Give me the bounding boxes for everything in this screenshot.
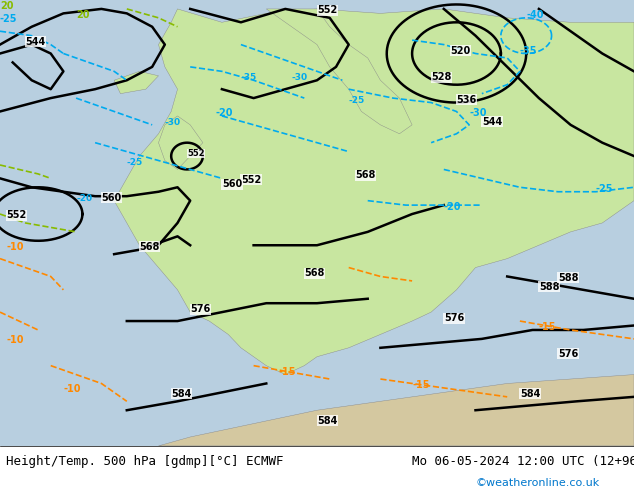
Text: -25: -25 — [0, 14, 18, 24]
Text: -40: -40 — [526, 10, 544, 20]
Text: 552: 552 — [241, 175, 261, 185]
Text: 560: 560 — [222, 179, 242, 189]
Text: -30: -30 — [292, 74, 307, 82]
Polygon shape — [114, 9, 634, 374]
Text: 584: 584 — [317, 416, 337, 426]
Text: -15: -15 — [279, 367, 297, 376]
Text: 536: 536 — [456, 95, 477, 104]
Text: -35: -35 — [241, 74, 257, 82]
Text: 568: 568 — [355, 171, 375, 180]
Polygon shape — [114, 72, 158, 94]
Text: -30: -30 — [165, 118, 181, 127]
Text: 552: 552 — [317, 5, 337, 15]
Polygon shape — [266, 9, 412, 134]
Text: -25: -25 — [596, 184, 614, 194]
Text: -25: -25 — [349, 96, 365, 104]
Text: 544: 544 — [482, 117, 502, 127]
Text: 568: 568 — [304, 269, 325, 278]
Text: 568: 568 — [139, 242, 160, 252]
Text: 528: 528 — [431, 72, 451, 82]
Text: 588: 588 — [558, 273, 578, 283]
Text: 588: 588 — [539, 282, 559, 292]
Text: -20: -20 — [444, 201, 462, 212]
Text: -10: -10 — [6, 242, 24, 252]
Text: 576: 576 — [444, 313, 464, 323]
Text: 20: 20 — [0, 1, 13, 11]
Text: 520: 520 — [450, 46, 470, 55]
Text: 20: 20 — [76, 10, 89, 20]
Text: Height/Temp. 500 hPa [gdmp][°C] ECMWF: Height/Temp. 500 hPa [gdmp][°C] ECMWF — [6, 455, 284, 468]
Text: 552: 552 — [187, 149, 205, 158]
Text: 584: 584 — [520, 389, 540, 399]
Text: -20: -20 — [216, 108, 233, 118]
Text: -25: -25 — [127, 158, 143, 167]
Text: -35: -35 — [520, 46, 538, 55]
Text: -10: -10 — [63, 384, 81, 394]
Polygon shape — [158, 116, 203, 170]
Text: 576: 576 — [558, 349, 578, 359]
Text: -15: -15 — [539, 322, 557, 332]
Text: -30: -30 — [469, 108, 487, 118]
Text: 544: 544 — [25, 37, 46, 47]
Text: 576: 576 — [190, 304, 210, 314]
Text: 584: 584 — [171, 389, 191, 399]
Text: Mo 06-05-2024 12:00 UTC (12+96): Mo 06-05-2024 12:00 UTC (12+96) — [412, 455, 634, 468]
Text: -10: -10 — [6, 335, 24, 345]
Text: 560: 560 — [101, 193, 122, 203]
Text: 552: 552 — [6, 211, 27, 220]
Polygon shape — [158, 374, 634, 446]
Text: -20: -20 — [76, 194, 92, 203]
Text: -15: -15 — [412, 380, 430, 390]
Text: ©weatheronline.co.uk: ©weatheronline.co.uk — [476, 478, 600, 489]
